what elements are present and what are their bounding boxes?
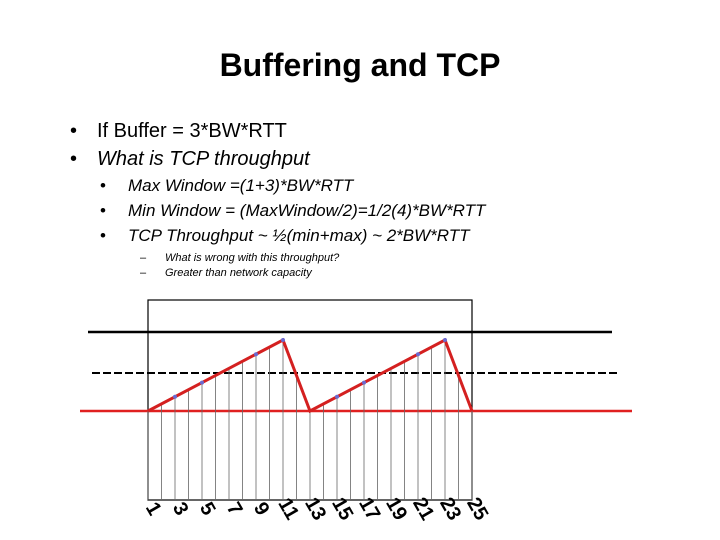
note-text: Greater than network capacity bbox=[165, 267, 313, 279]
dash-mark: – bbox=[140, 267, 147, 279]
dash-mark: – bbox=[140, 252, 147, 264]
bullet-mark: • bbox=[100, 201, 106, 220]
x-label: 11 bbox=[273, 494, 303, 523]
sample-dot bbox=[335, 394, 339, 399]
x-label: 13 bbox=[300, 494, 330, 524]
x-label: 17 bbox=[354, 494, 384, 524]
sub-bullet-text: TCP Throughput ~ ½(min+max) ~ 2*BW*RTT bbox=[128, 226, 471, 245]
sample-dot bbox=[173, 394, 177, 399]
x-label: 7 bbox=[222, 499, 247, 520]
bullet-mark: • bbox=[100, 176, 106, 195]
bullet-mark: • bbox=[100, 226, 106, 245]
x-label: 25 bbox=[462, 494, 492, 524]
window-sawtooth bbox=[147, 337, 474, 414]
x-label: 23 bbox=[435, 494, 465, 524]
x-label: 15 bbox=[327, 494, 357, 524]
bullet-mark: • bbox=[70, 120, 77, 142]
sample-dot bbox=[200, 380, 204, 385]
note-text: What is wrong with this throughput? bbox=[165, 252, 340, 264]
x-label: 21 bbox=[408, 494, 438, 524]
x-label: 1 bbox=[141, 499, 166, 520]
slide-title: Buffering and TCP bbox=[220, 47, 501, 83]
bullet-text: What is TCP throughput bbox=[97, 148, 311, 170]
x-label: 5 bbox=[195, 499, 220, 520]
bullet-text: If Buffer = 3*BW*RTT bbox=[97, 120, 287, 142]
sub-bullet-text: Max Window =(1+3)*BW*RTT bbox=[128, 176, 355, 195]
x-label: 9 bbox=[249, 499, 274, 520]
sample-dot bbox=[443, 338, 447, 342]
sample-dot bbox=[254, 352, 258, 357]
x-label: 19 bbox=[381, 494, 411, 524]
x-label: 3 bbox=[168, 499, 193, 520]
bullet-mark: • bbox=[70, 148, 77, 170]
sample-dot bbox=[281, 338, 285, 342]
sample-dot bbox=[416, 352, 420, 357]
sub-bullet-text: Min Window = (MaxWindow/2)=1/2(4)*BW*RTT bbox=[128, 201, 487, 220]
sample-dot bbox=[362, 380, 366, 385]
